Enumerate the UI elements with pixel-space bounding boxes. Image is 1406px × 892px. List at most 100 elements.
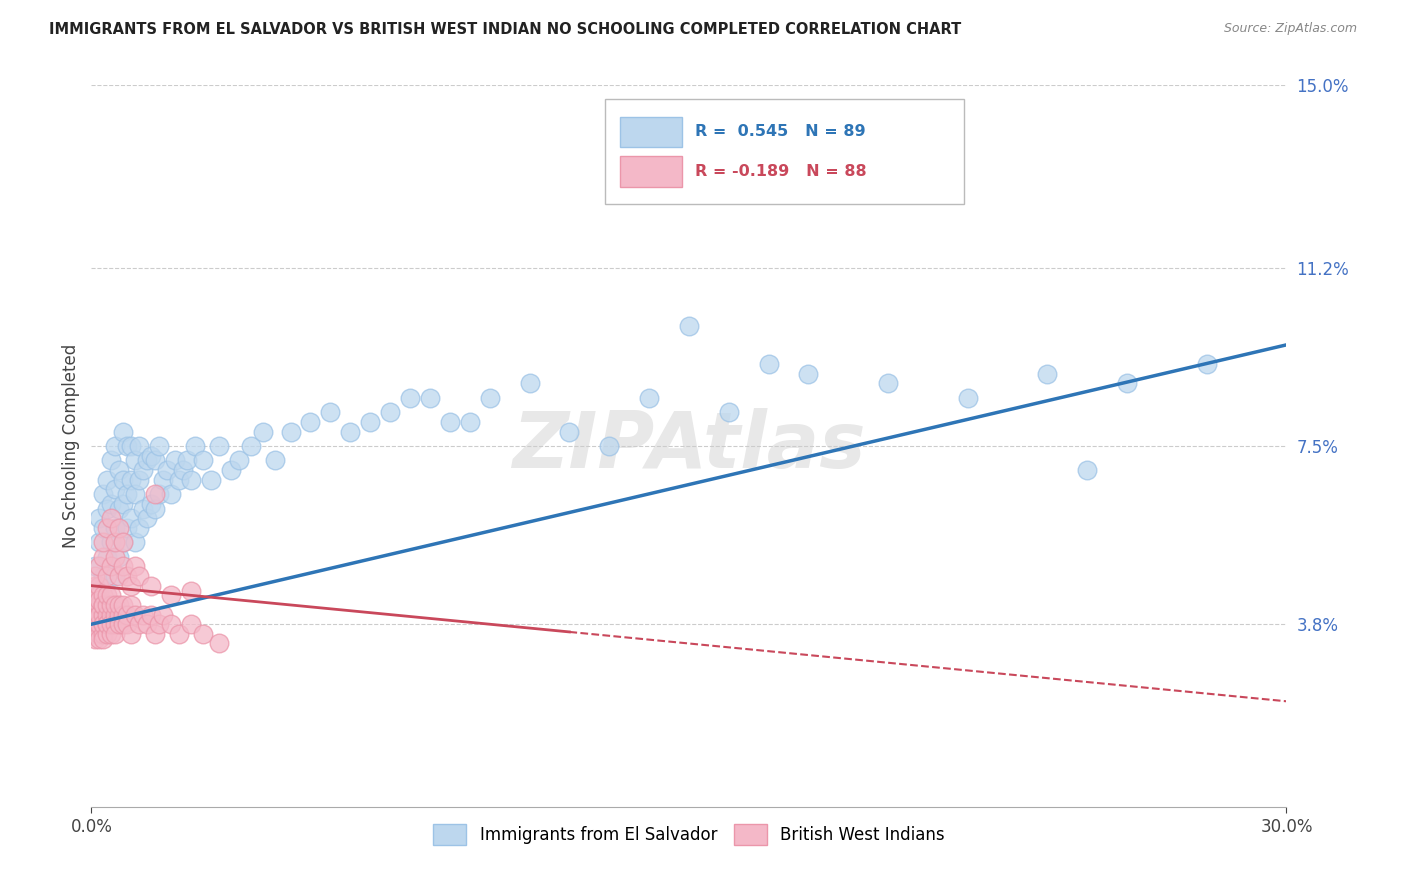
Point	[112, 535, 135, 549]
Point	[89, 632, 111, 646]
Point	[120, 579, 142, 593]
Point	[156, 463, 179, 477]
Point	[108, 521, 131, 535]
Point	[163, 453, 186, 467]
Point	[100, 497, 122, 511]
Point	[112, 617, 135, 632]
Point	[104, 627, 127, 641]
FancyBboxPatch shape	[620, 156, 682, 186]
Point	[96, 569, 118, 583]
Point	[136, 453, 159, 467]
Point	[143, 487, 166, 501]
Point	[359, 415, 381, 429]
Point	[89, 627, 111, 641]
Point	[104, 521, 127, 535]
Point	[108, 607, 131, 622]
Point	[84, 632, 107, 646]
Point	[104, 549, 127, 564]
Point	[299, 415, 322, 429]
Point	[717, 405, 740, 419]
Point	[89, 583, 111, 598]
Point	[112, 598, 135, 612]
Point	[167, 627, 190, 641]
Point	[84, 607, 107, 622]
Point	[96, 501, 118, 516]
Point	[124, 487, 146, 501]
Text: R = -0.189   N = 88: R = -0.189 N = 88	[695, 164, 866, 179]
Point	[115, 521, 138, 535]
Point	[132, 501, 155, 516]
Point	[208, 439, 231, 453]
Point	[96, 598, 118, 612]
Point	[598, 439, 620, 453]
Text: IMMIGRANTS FROM EL SALVADOR VS BRITISH WEST INDIAN NO SCHOOLING COMPLETED CORREL: IMMIGRANTS FROM EL SALVADOR VS BRITISH W…	[49, 22, 962, 37]
Point	[84, 598, 107, 612]
Point	[128, 473, 150, 487]
Point	[100, 535, 122, 549]
Point	[108, 617, 131, 632]
Point	[108, 569, 131, 583]
Point	[89, 607, 111, 622]
Point	[89, 588, 111, 602]
Point	[228, 453, 250, 467]
Point	[89, 617, 111, 632]
Point	[124, 559, 146, 574]
Point	[96, 617, 118, 632]
Point	[96, 473, 118, 487]
Point	[100, 588, 122, 602]
Point	[93, 617, 115, 632]
Point	[112, 559, 135, 574]
Point	[148, 487, 170, 501]
Point	[263, 453, 285, 467]
Point	[104, 617, 127, 632]
Point	[120, 473, 142, 487]
Point	[180, 583, 202, 598]
Point	[160, 617, 183, 632]
Point	[478, 391, 501, 405]
Point	[399, 391, 422, 405]
Point	[93, 617, 115, 632]
Point	[93, 632, 115, 646]
Point	[128, 569, 150, 583]
Point	[758, 357, 780, 371]
Point	[439, 415, 461, 429]
Point	[100, 598, 122, 612]
Point	[108, 598, 131, 612]
Point	[148, 617, 170, 632]
Point	[128, 521, 150, 535]
Point	[180, 473, 202, 487]
Point	[104, 483, 127, 497]
Point	[143, 453, 166, 467]
Point	[93, 588, 115, 602]
Point	[93, 598, 115, 612]
Point	[89, 607, 111, 622]
Point	[104, 607, 127, 622]
Point	[96, 617, 118, 632]
Point	[89, 535, 111, 549]
Point	[120, 598, 142, 612]
Point	[84, 617, 107, 632]
Point	[148, 439, 170, 453]
Point	[141, 497, 162, 511]
Point	[638, 391, 661, 405]
Point	[104, 598, 127, 612]
Point	[93, 627, 115, 641]
Point	[112, 425, 135, 439]
Point	[141, 449, 162, 463]
Point	[84, 559, 107, 574]
Point	[84, 598, 107, 612]
Point	[280, 425, 302, 439]
Point	[167, 473, 190, 487]
Point	[519, 376, 541, 391]
Point	[96, 549, 118, 564]
Point	[172, 463, 194, 477]
Point	[184, 439, 207, 453]
Point	[100, 607, 122, 622]
Point	[141, 607, 162, 622]
Point	[191, 453, 214, 467]
Point	[208, 636, 231, 650]
Point	[1195, 357, 1218, 371]
Text: Source: ZipAtlas.com: Source: ZipAtlas.com	[1223, 22, 1357, 36]
Point	[112, 473, 135, 487]
Point	[93, 569, 115, 583]
